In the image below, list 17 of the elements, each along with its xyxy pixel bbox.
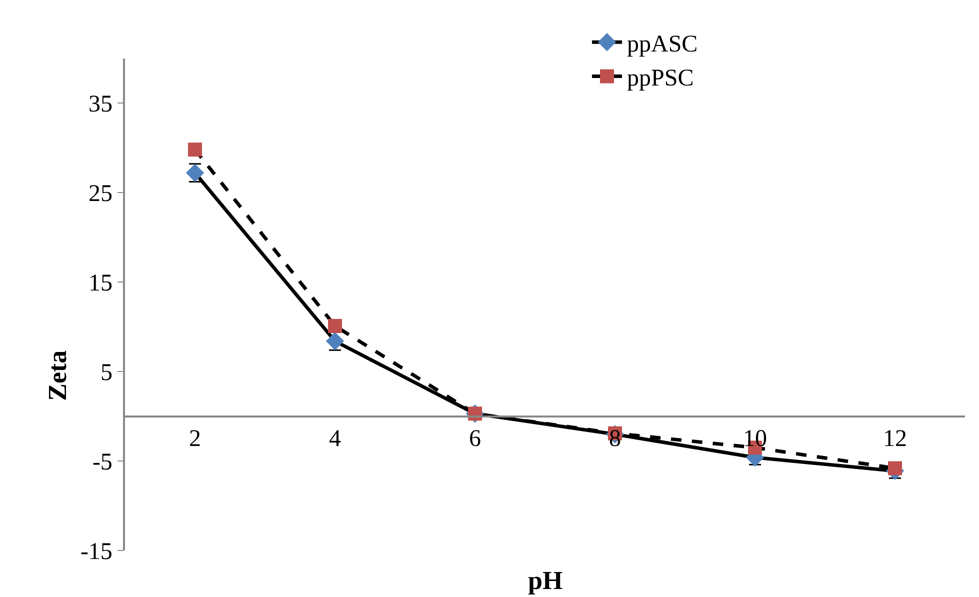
y-tick-label: 5 <box>100 360 112 386</box>
point <box>888 461 902 476</box>
y-tick-label: 35 <box>88 91 112 118</box>
x-tick-label: 2 <box>189 426 201 452</box>
y-axis-title: Zeta <box>43 350 72 401</box>
y-tick-label: -5 <box>92 449 112 476</box>
x-tick-label: 4 <box>329 426 341 452</box>
point <box>328 318 342 333</box>
y-tick-label: -15 <box>80 538 112 565</box>
legend-label: ppPSC <box>627 66 694 92</box>
legend-label: ppASC <box>627 31 698 58</box>
y-tick-label: 25 <box>88 180 112 207</box>
x-tick-label: 12 <box>883 426 907 452</box>
point <box>188 142 202 157</box>
y-tick-label: 15 <box>88 270 112 296</box>
x-tick-label: 6 <box>469 426 481 452</box>
x-axis-title: pH <box>528 566 563 595</box>
